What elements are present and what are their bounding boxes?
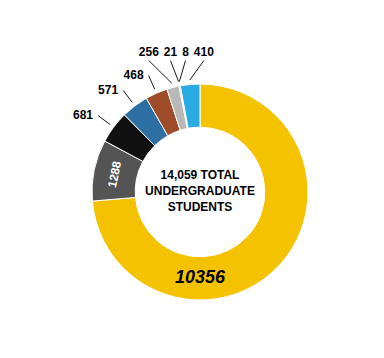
center-text: STUDENTS [168, 200, 233, 214]
labels: 14,059 TOTAL UNDERGRADUATE STUDENTS 10356 12… [73, 45, 255, 287]
data-label: 10356 [175, 267, 226, 287]
chart: 14,059 TOTAL UNDERGRADUATE STUDENTS 10356 12… [0, 0, 384, 358]
leader-line [170, 61, 178, 82]
slice [92, 84, 308, 300]
leader-line [123, 90, 132, 102]
leader-line [190, 61, 204, 81]
data-label: 8 [182, 45, 189, 59]
data-label: 681 [73, 108, 93, 122]
leader-line [149, 61, 172, 84]
data-label: 256 [139, 45, 159, 59]
center-text: UNDERGRADUATE [145, 184, 255, 198]
leader-line [149, 75, 155, 89]
slices [92, 84, 308, 300]
data-label: 1288 [105, 160, 124, 189]
data-label: 21 [164, 45, 178, 59]
data-label: 410 [194, 45, 214, 59]
slice [180, 84, 200, 128]
leader-line [179, 61, 185, 82]
data-label: 468 [124, 68, 144, 82]
leader-line [98, 116, 110, 125]
center-text: 14,059 TOTAL [161, 168, 240, 182]
data-label: 571 [98, 83, 118, 97]
